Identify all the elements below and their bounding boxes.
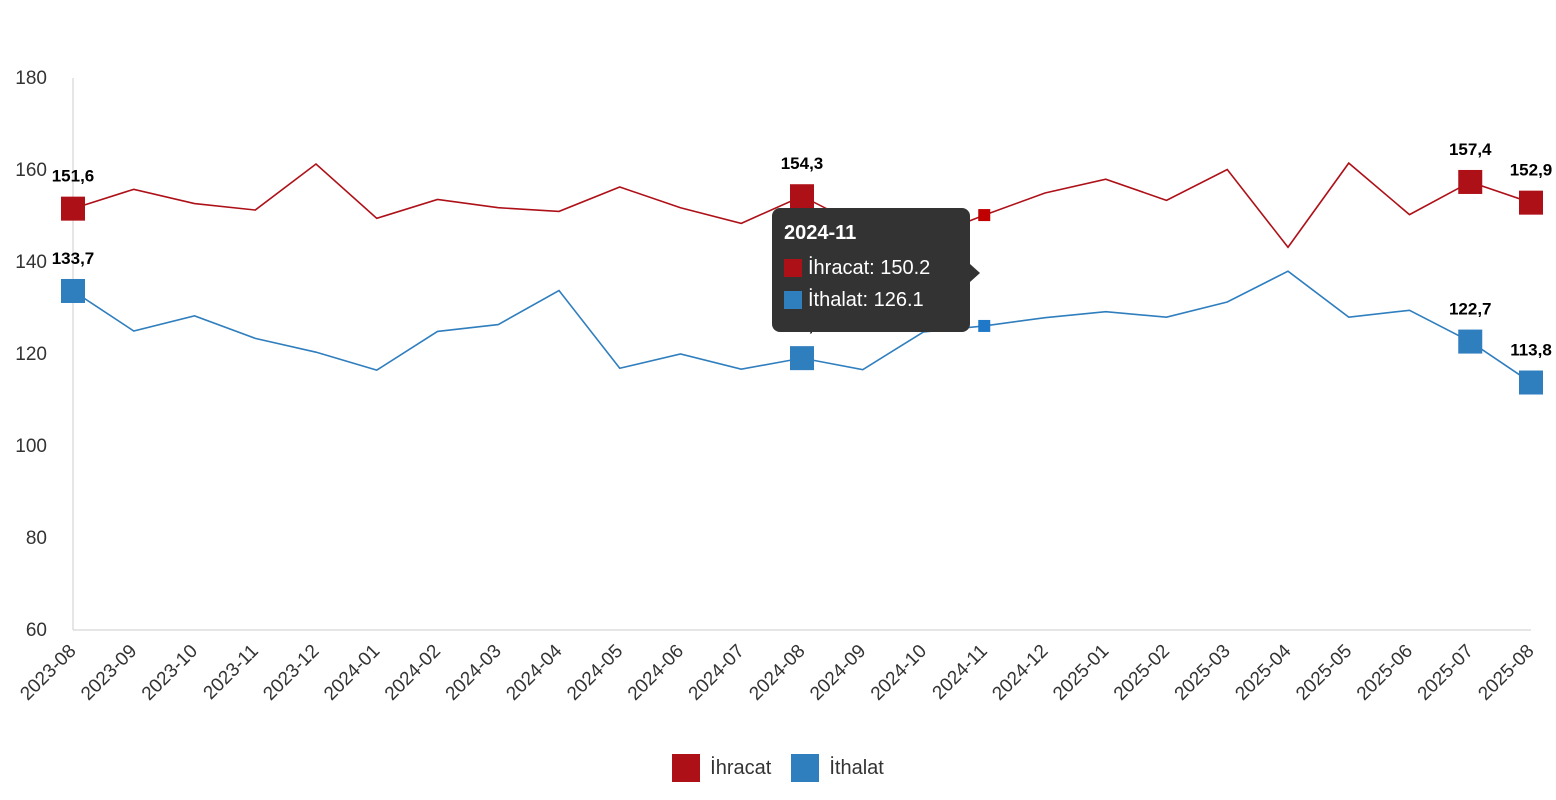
marker-point — [1519, 370, 1543, 395]
x-tick-label: 2024-10 — [867, 641, 931, 705]
x-tick-label: 2024-04 — [502, 640, 566, 704]
x-tick-label: 2024-12 — [988, 641, 1052, 705]
y-tick-label: 140 — [15, 252, 47, 273]
x-tick-label: 2024-02 — [381, 641, 445, 705]
legend-item-ihracat[interactable]: İhracat — [672, 754, 771, 782]
data-label: 113,8 — [1510, 341, 1552, 360]
data-label: 152,9 — [1510, 161, 1553, 180]
x-tick-label: 2025-08 — [1474, 641, 1538, 705]
tooltip-title: 2024-11 — [784, 222, 857, 244]
marker-point — [790, 184, 814, 209]
x-tick-label: 2024-07 — [685, 641, 749, 705]
x-tick-label: 2023-10 — [138, 641, 202, 705]
legend-swatch-ithalat — [791, 754, 820, 782]
axes: 60 80 100 120 140 160 180 2023-082023-092023-10… — [15, 68, 1538, 705]
x-tick-label: 2024-05 — [563, 641, 627, 705]
x-tick-label: 2024-08 — [745, 641, 809, 705]
marker-point — [61, 278, 85, 303]
x-tick-label: 2023-11 — [200, 641, 263, 704]
x-tick-label: 2024-06 — [624, 641, 688, 705]
y-tick-label: 100 — [15, 436, 47, 457]
data-label: 122,7 — [1449, 300, 1492, 319]
legend-label-ithalat: İthalat — [829, 756, 884, 779]
marker-point — [1458, 329, 1483, 354]
x-tick-label: 2024-09 — [806, 641, 870, 705]
y-tick-label: 160 — [15, 160, 47, 181]
legend: İhracat İthalat — [0, 752, 1556, 784]
y-tick-label: 180 — [15, 68, 47, 89]
data-label: 133,7 — [52, 249, 95, 268]
marker-point — [790, 346, 814, 371]
marker-point — [1519, 190, 1543, 215]
marker-point — [1458, 169, 1483, 194]
tooltip-row-ithalat: İthalat: 126.1 — [784, 284, 958, 316]
tooltip: 2024-11 İhracat: 150.2 İthalat: 126.1 — [772, 208, 980, 332]
x-tick-label: 2025-01 — [1049, 641, 1113, 705]
x-tick-label: 2024-11 — [929, 641, 992, 704]
data-label: 154,3 — [781, 154, 824, 173]
y-tick-label: 120 — [15, 344, 47, 365]
marker-point — [61, 196, 85, 221]
x-tick-label: 2025-06 — [1353, 641, 1417, 705]
tooltip-value-ihracat: İhracat: 150.2 — [808, 257, 931, 279]
y-tick-label: 60 — [26, 620, 47, 641]
x-tick-label: 2024-01 — [320, 641, 384, 705]
x-tick-label: 2023-09 — [77, 641, 141, 705]
x-tick-label: 2025-03 — [1171, 641, 1235, 705]
x-tick-label: 2025-04 — [1231, 640, 1295, 704]
tooltip-value-ithalat: İthalat: 126.1 — [808, 289, 924, 311]
legend-swatch-ihracat — [672, 754, 701, 782]
y-tick-label: 80 — [26, 528, 47, 549]
x-tick-label: 2025-07 — [1414, 641, 1478, 705]
x-tick-label: 2024-03 — [442, 641, 506, 705]
legend-item-ithalat[interactable]: İthalat — [791, 754, 884, 782]
hover-marker — [978, 319, 991, 332]
data-label: 151,6 — [52, 167, 95, 186]
x-tick-label: 2023-08 — [16, 641, 80, 705]
hover-marker — [978, 209, 991, 222]
series-layer — [61, 161, 1543, 395]
legend-label-ihracat: İhracat — [710, 756, 772, 779]
data-label: 157,4 — [1449, 140, 1492, 159]
x-tick-label: 2023-12 — [259, 641, 323, 705]
x-tick-label: 2025-05 — [1292, 641, 1356, 705]
tooltip-swatch-ithalat — [784, 291, 802, 309]
tooltip-swatch-ihracat — [784, 259, 802, 277]
tooltip-row-ihracat: İhracat: 150.2 — [784, 252, 958, 284]
x-tick-label: 2025-02 — [1110, 641, 1174, 705]
